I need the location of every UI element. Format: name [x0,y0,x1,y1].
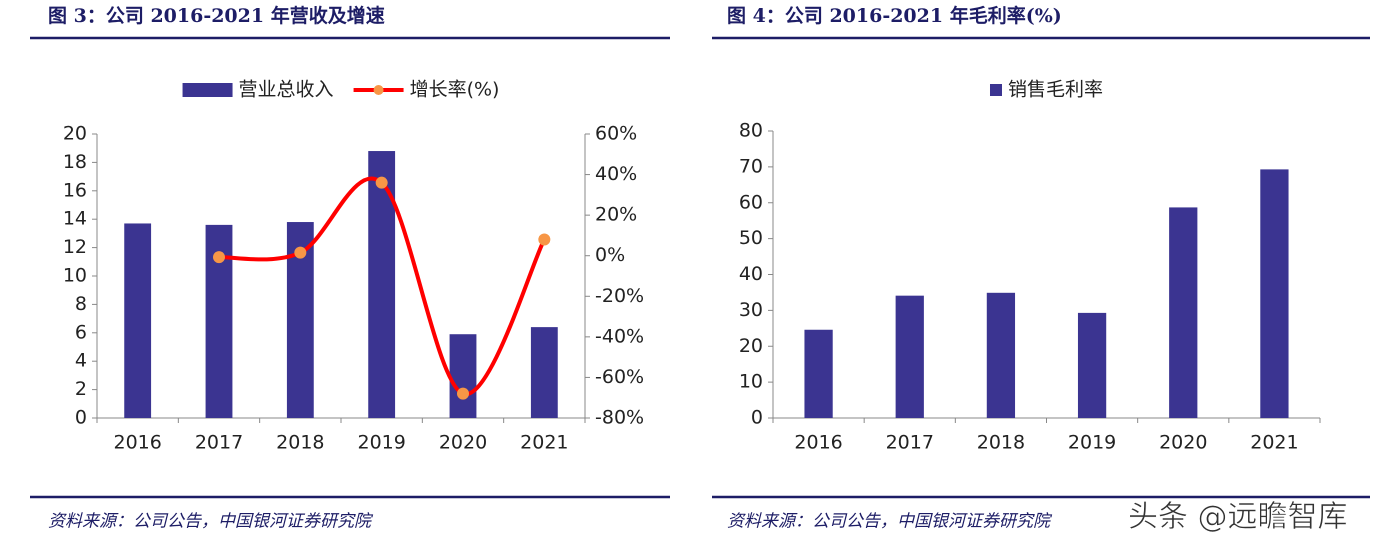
y-tick-label: 8 [75,293,87,315]
y-tick-label: 50 [739,227,763,249]
y-tick-label: 16 [63,179,87,201]
x-tick-label: 2021 [1250,432,1298,454]
legend-marker [373,85,384,95]
y-tick-label: 20 [739,335,763,357]
y-tick-label: 30 [739,299,763,321]
x-tick-label: 2018 [977,432,1025,454]
source-note: 资料来源：公司公告，中国银河证券研究院 [727,512,1053,532]
y2-tick-label: -20% [595,285,644,307]
y-tick-label: 0 [75,407,87,429]
bar [986,292,1016,418]
line-marker [213,251,225,264]
bar [895,295,924,418]
bar [530,327,558,418]
x-tick-label: 2016 [794,432,842,454]
y2-tick-label: 40% [595,163,637,185]
y2-tick-label: 20% [595,204,637,226]
y-tick-label: 70 [739,155,763,177]
chart-title: 图 4：公司 2016-2021 年毛利率(%) [727,4,1062,27]
chart-title: 图 3：公司 2016-2021 年营收及增速 [48,4,385,27]
legend-label: 销售毛利率 [1008,79,1103,101]
line-marker [538,233,551,246]
y-tick-label: 60 [739,191,763,213]
y2-tick-label: -60% [595,366,644,388]
y2-tick-label: 60% [595,123,637,145]
x-tick-label: 2018 [276,432,324,454]
x-tick-label: 2017 [195,432,243,454]
bar [1260,169,1289,418]
bar [804,329,833,418]
bar [1077,312,1107,418]
legend-swatch [182,83,233,97]
y-tick-label: 12 [63,236,87,258]
bar [124,223,152,418]
y-tick-label: 10 [63,265,87,287]
x-tick-label: 2020 [1159,432,1207,454]
x-tick-label: 2019 [1068,432,1116,454]
legend-label: 增长率(%) [410,79,500,101]
y2-tick-label: -40% [595,325,644,347]
line-marker [375,176,388,189]
y-tick-label: 14 [63,208,87,230]
source-note: 资料来源：公司公告，中国银河证券研究院 [48,512,374,532]
y-tick-label: 10 [739,371,763,393]
y-tick-label: 80 [739,120,763,142]
y-tick-label: 18 [63,151,87,173]
x-tick-label: 2019 [357,432,405,454]
bar [449,334,477,418]
legend-swatch [989,84,1002,96]
bar [1169,207,1198,418]
y2-tick-label: 0% [595,244,625,266]
x-tick-label: 2016 [113,432,161,454]
y-tick-label: 6 [75,321,87,343]
y-tick-label: 4 [75,350,87,372]
line-marker [294,246,307,259]
y2-tick-label: -80% [595,407,644,429]
x-tick-label: 2021 [520,432,568,454]
legend-label: 营业总收入 [239,79,334,101]
line-marker [457,387,469,400]
y-tick-label: 40 [739,263,763,285]
x-tick-label: 2020 [439,432,487,454]
y-tick-label: 20 [63,123,87,145]
watermark: 头条 @远瞻智库 [1128,500,1348,535]
y-tick-label: 2 [75,378,87,400]
bar [368,151,396,419]
y-tick-label: 0 [751,407,763,429]
x-tick-label: 2017 [886,432,934,454]
line [218,176,547,396]
